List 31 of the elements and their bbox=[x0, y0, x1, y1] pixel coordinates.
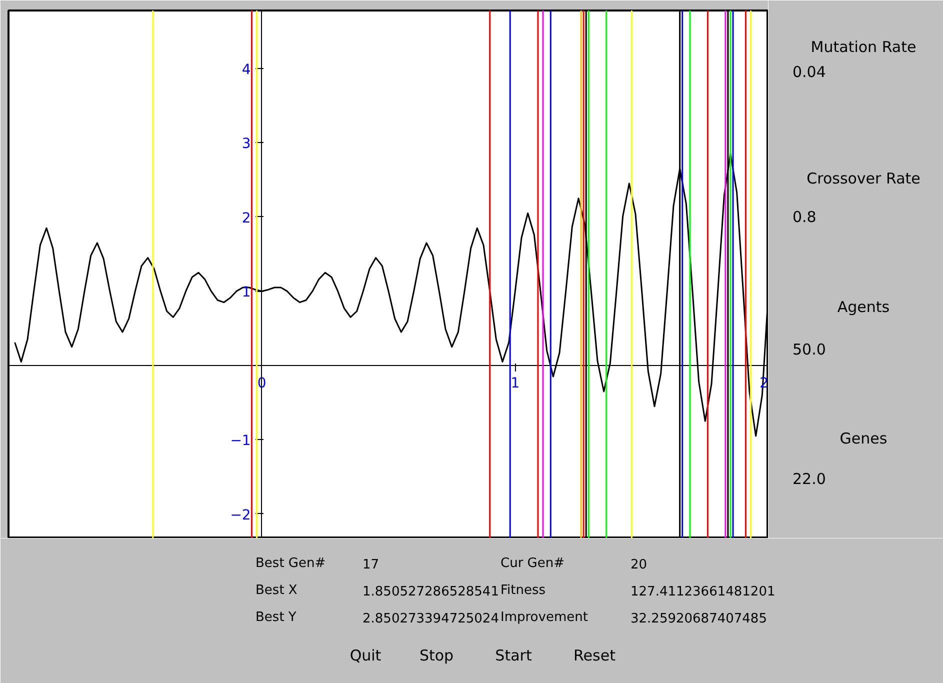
text: Start bbox=[495, 646, 532, 664]
text: 0.04 bbox=[792, 62, 826, 81]
text: 22.0 bbox=[792, 470, 826, 488]
text: Cur Gen# bbox=[500, 556, 564, 571]
text: 17 bbox=[362, 558, 380, 572]
text: 32.25920687407485 bbox=[630, 612, 767, 626]
text: 20 bbox=[630, 558, 648, 572]
y-tick-label: −1 bbox=[230, 433, 251, 450]
text: Best Gen# bbox=[256, 556, 326, 571]
y-tick-label: 3 bbox=[242, 136, 251, 152]
text: Improvement bbox=[500, 610, 588, 625]
y-tick-label: −2 bbox=[230, 507, 251, 524]
text: Agents bbox=[837, 298, 890, 316]
text: Best X bbox=[256, 583, 298, 598]
text: Crossover Rate bbox=[806, 169, 920, 188]
y-tick-label: 2 bbox=[242, 210, 251, 226]
text: Stop bbox=[419, 646, 454, 664]
text: Quit bbox=[350, 646, 382, 664]
text: Genes bbox=[840, 429, 888, 448]
y-tick-label: 4 bbox=[242, 62, 251, 78]
text: Fitness bbox=[500, 583, 546, 598]
text: 127.41123661481201 bbox=[630, 584, 776, 600]
text: 1.850527286528541 bbox=[362, 584, 499, 600]
text: 50.0 bbox=[792, 340, 826, 359]
text: 2.850273394725024 bbox=[362, 612, 499, 626]
y-tick-label: 1 bbox=[242, 284, 251, 301]
text: 0.8 bbox=[792, 208, 816, 226]
text: Reset bbox=[574, 646, 616, 664]
text: Mutation Rate bbox=[810, 38, 916, 56]
x-tick-label: 1 bbox=[510, 375, 520, 392]
text: Best Y bbox=[256, 610, 296, 625]
